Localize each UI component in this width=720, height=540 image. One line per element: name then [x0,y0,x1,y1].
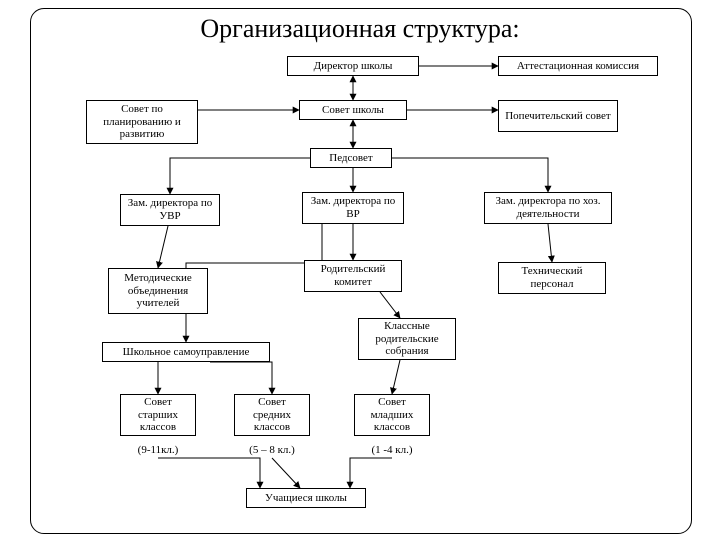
node-pedsovet: Педсовет [310,148,392,168]
node-method: Методические объединения учителей [108,268,208,314]
node-parent_comm: Родительский комитет [304,260,402,292]
subtext-middle: (5 – 8 кл.) [234,444,310,456]
edge-parent_comm-class_parents [380,292,400,318]
node-plan: Совет по планированию и развитию [86,100,198,144]
node-zam_hoz: Зам. директора по хоз. деятельности [484,192,612,224]
edge-junior-students [350,458,392,488]
node-zam_uvr: Зам. директора по УВР [120,194,220,226]
subtext-junior: (1 -4 кл.) [354,444,430,456]
node-students: Учащиеся школы [246,488,366,508]
node-zam_vr: Зам. директора по ВР [302,192,404,224]
node-tech: Технический персонал [498,262,606,294]
node-senior: Совет старших классов [120,394,196,436]
diagram-stage: Организационная структура: Директор школ… [0,0,720,540]
edge-senior-students [158,458,260,488]
node-self_gov: Школьное самоуправление [102,342,270,362]
edge-class_parents-junior [392,360,400,394]
subtext-senior: (9-11кл.) [120,444,196,456]
node-director: Директор школы [287,56,419,76]
edge-pedsovet-zam_uvr [170,158,310,194]
node-trustee: Попечительский совет [498,100,618,132]
node-middle: Совет средних классов [234,394,310,436]
edge-middle-students [272,458,300,488]
node-school_council: Совет школы [299,100,407,120]
node-attest: Аттестационная комиссия [498,56,658,76]
edge-zam_hoz-tech [548,224,552,262]
edge-zam_uvr-method [158,226,168,268]
edge-self_gov-middle [210,362,272,394]
node-class_parents: Классные родительские собрания [358,318,456,360]
node-junior: Совет младших классов [354,394,430,436]
edge-pedsovet-zam_hoz [392,158,548,192]
